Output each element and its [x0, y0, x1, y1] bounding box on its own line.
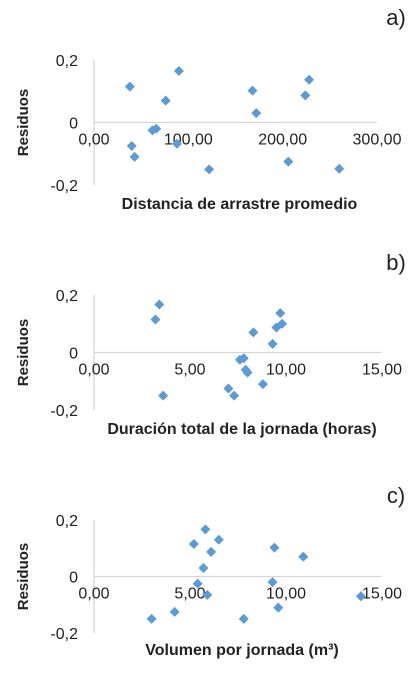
x-tick-label: 15,00 [362, 586, 402, 603]
data-point [192, 578, 203, 589]
data-point [298, 551, 309, 562]
x-tick-label: 5,00 [174, 586, 205, 603]
x-tick-label: 15,00 [362, 362, 402, 379]
x-axis-label: Distancia de arrastre promedio [122, 196, 358, 213]
panel-label: b) [386, 250, 406, 275]
y-axis-label: Residuos [15, 89, 32, 157]
x-axis-label: Volumen por jornada (m³) [145, 642, 338, 659]
data-point [273, 602, 284, 613]
data-point [173, 65, 184, 76]
x-tick-label: 0,00 [78, 362, 109, 379]
y-tick-label: -0,2 [50, 403, 78, 420]
data-point [202, 589, 213, 600]
y-tick-label: 0,2 [56, 513, 78, 530]
data-point [277, 318, 288, 329]
x-tick-label: 0,00 [78, 586, 109, 603]
y-tick-label: 0,2 [56, 288, 78, 305]
y-tick-label: -0,2 [50, 626, 78, 643]
y-tick-label: 0 [69, 116, 78, 133]
y-tick-label: 0,2 [56, 53, 78, 70]
x-tick-label: 5,00 [174, 362, 205, 379]
data-point [238, 353, 249, 364]
scatter-panel-3: c) 0,2 0 -0,2 0,00 5,00 10,00 15,00 Residuos Volu… [15, 483, 405, 659]
data-point [158, 390, 169, 401]
data-point [267, 338, 278, 349]
data-point [200, 524, 211, 535]
x-tick-label: 0,00 [78, 132, 109, 149]
data-point [300, 90, 311, 101]
data-point [242, 367, 253, 378]
x-tick-label: 10,00 [266, 362, 306, 379]
data-point [283, 156, 294, 167]
y-axis-label: Residuos [15, 543, 32, 611]
data-point [248, 327, 259, 338]
data-point [251, 108, 262, 119]
y-tick-label: -0,2 [50, 178, 78, 195]
y-axis-label: Residuos [15, 319, 32, 387]
data-point [169, 606, 180, 617]
data-point [150, 314, 161, 325]
data-point [188, 539, 199, 550]
data-point [151, 123, 162, 134]
data-point [213, 534, 224, 545]
data-point [247, 85, 258, 96]
data-point [129, 151, 140, 162]
data-point [238, 613, 249, 624]
data-point [257, 379, 268, 390]
data-point [267, 577, 278, 588]
data-point [146, 613, 157, 624]
data-point [204, 164, 215, 175]
data-point [160, 95, 171, 106]
scatter-panel-2: b) 0,2 0 -0,2 0,00 5,00 10,00 15,00 Residuos Dura… [15, 250, 406, 438]
x-tick-label: 200,00 [258, 132, 307, 149]
x-tick-label: 10,00 [266, 586, 306, 603]
data-point [154, 299, 165, 310]
data-point [229, 390, 240, 401]
data-point [269, 542, 280, 553]
data-point [172, 138, 183, 149]
data-point [223, 383, 234, 394]
data-point [126, 140, 137, 151]
panel-label: c) [387, 483, 405, 508]
scatter-panel-1: a) 0,2 0 -0,2 0,00 100,00 200,00 300,00 Residuos… [15, 5, 406, 213]
data-point [206, 546, 217, 557]
data-point [124, 81, 135, 92]
data-point [304, 74, 315, 85]
x-tick-label: 100,00 [164, 132, 213, 149]
data-point [198, 563, 209, 574]
data-point [275, 308, 286, 319]
y-tick-label: 0 [69, 346, 78, 363]
data-point [355, 591, 366, 602]
x-tick-label: 300,00 [353, 132, 402, 149]
x-axis-label: Duración total de la jornada (horas) [107, 421, 376, 438]
data-point [334, 163, 345, 174]
panel-label: a) [386, 5, 406, 30]
y-tick-label: 0 [69, 570, 78, 587]
